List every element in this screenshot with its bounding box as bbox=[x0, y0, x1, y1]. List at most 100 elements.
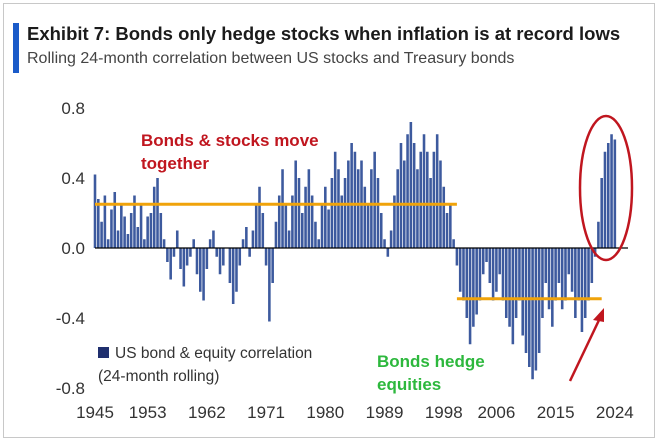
bar bbox=[452, 239, 455, 248]
x-tick-label: 2015 bbox=[537, 403, 575, 422]
y-tick-label: 0.8 bbox=[61, 99, 85, 118]
x-tick-label: 1945 bbox=[76, 403, 114, 422]
bar bbox=[139, 204, 143, 248]
bar bbox=[353, 151, 357, 248]
bar bbox=[379, 213, 383, 248]
bar bbox=[340, 195, 344, 248]
bar bbox=[324, 186, 327, 248]
bar bbox=[541, 248, 544, 318]
bar bbox=[544, 248, 548, 283]
bar bbox=[383, 239, 386, 248]
bar bbox=[268, 248, 271, 322]
bar bbox=[133, 195, 136, 248]
bar bbox=[603, 151, 607, 248]
bar bbox=[235, 248, 238, 292]
bar bbox=[116, 230, 120, 248]
bar bbox=[343, 178, 347, 248]
bar bbox=[534, 248, 538, 371]
bar bbox=[465, 248, 469, 318]
bar bbox=[261, 213, 265, 248]
bar bbox=[455, 248, 459, 266]
bar bbox=[606, 143, 610, 248]
bar bbox=[445, 213, 449, 248]
bar bbox=[258, 186, 261, 248]
bar bbox=[320, 204, 324, 248]
bar bbox=[241, 239, 245, 248]
bar bbox=[192, 239, 195, 248]
bar bbox=[281, 169, 284, 248]
bar bbox=[574, 248, 577, 318]
y-tick-label: 0.4 bbox=[61, 169, 85, 188]
bar bbox=[189, 248, 192, 257]
bar bbox=[126, 234, 130, 248]
bar bbox=[156, 178, 159, 248]
bar bbox=[93, 174, 97, 248]
legend-label-line2: (24-month rolling) bbox=[98, 368, 219, 385]
bar bbox=[169, 248, 172, 280]
bar bbox=[284, 204, 288, 248]
bar bbox=[495, 248, 498, 292]
annotation-hedge-line2: equities bbox=[377, 375, 441, 394]
bar bbox=[518, 248, 521, 301]
bar bbox=[393, 195, 396, 248]
bar bbox=[498, 248, 501, 275]
bar bbox=[337, 169, 340, 248]
bar bbox=[551, 248, 554, 327]
bar bbox=[195, 248, 199, 275]
bar bbox=[251, 230, 255, 248]
x-tick-label: 1998 bbox=[425, 403, 463, 422]
bar bbox=[120, 204, 123, 248]
y-tick-label: -0.4 bbox=[56, 309, 85, 328]
bar bbox=[547, 248, 551, 310]
bar bbox=[238, 248, 242, 266]
legend-marker bbox=[98, 347, 109, 358]
bar bbox=[386, 248, 390, 257]
bar bbox=[406, 134, 409, 248]
bar bbox=[136, 227, 140, 248]
y-axis-ticks: 0.8 0.4 0.0 -0.4 -0.8 bbox=[56, 99, 85, 398]
bar bbox=[458, 248, 462, 292]
bar bbox=[442, 186, 446, 248]
bar bbox=[245, 227, 248, 248]
bar bbox=[435, 134, 439, 248]
bar bbox=[419, 151, 423, 248]
bar bbox=[291, 195, 294, 248]
bar bbox=[511, 248, 515, 345]
title-accent-bar bbox=[13, 23, 19, 73]
x-axis-ticks: 1945 1953 1962 1971 1980 1989 1998 2006 2015 2024 bbox=[76, 403, 634, 422]
bar bbox=[202, 248, 205, 301]
bar bbox=[577, 248, 580, 301]
bar bbox=[143, 239, 146, 248]
bar bbox=[508, 248, 511, 327]
y-tick-label: -0.8 bbox=[56, 379, 85, 398]
bar bbox=[587, 248, 590, 301]
bar bbox=[537, 248, 541, 353]
bar bbox=[271, 248, 274, 283]
bar bbox=[481, 248, 485, 275]
chart-title: Exhibit 7: Bonds only hedge stocks when … bbox=[27, 23, 621, 44]
bar bbox=[491, 248, 495, 301]
bar bbox=[554, 248, 557, 301]
bar bbox=[110, 209, 113, 248]
bar bbox=[264, 248, 268, 266]
bar bbox=[373, 151, 376, 248]
bar-series bbox=[93, 122, 617, 380]
bar bbox=[524, 248, 528, 353]
bar bbox=[429, 178, 432, 248]
bar bbox=[475, 248, 478, 315]
bar bbox=[416, 169, 419, 248]
bar bbox=[449, 204, 452, 248]
bar bbox=[472, 248, 475, 327]
annotation-arrow-head bbox=[593, 308, 604, 322]
legend-label-line1: US bond & equity correlation bbox=[115, 345, 312, 362]
bar bbox=[100, 221, 103, 248]
bar bbox=[317, 239, 321, 248]
bar bbox=[560, 248, 564, 310]
bar bbox=[376, 178, 380, 248]
bar bbox=[366, 204, 370, 248]
x-tick-label: 1953 bbox=[129, 403, 167, 422]
bar bbox=[504, 248, 508, 318]
bar bbox=[274, 221, 278, 248]
bar bbox=[412, 143, 416, 248]
reference-lines bbox=[95, 202, 602, 301]
